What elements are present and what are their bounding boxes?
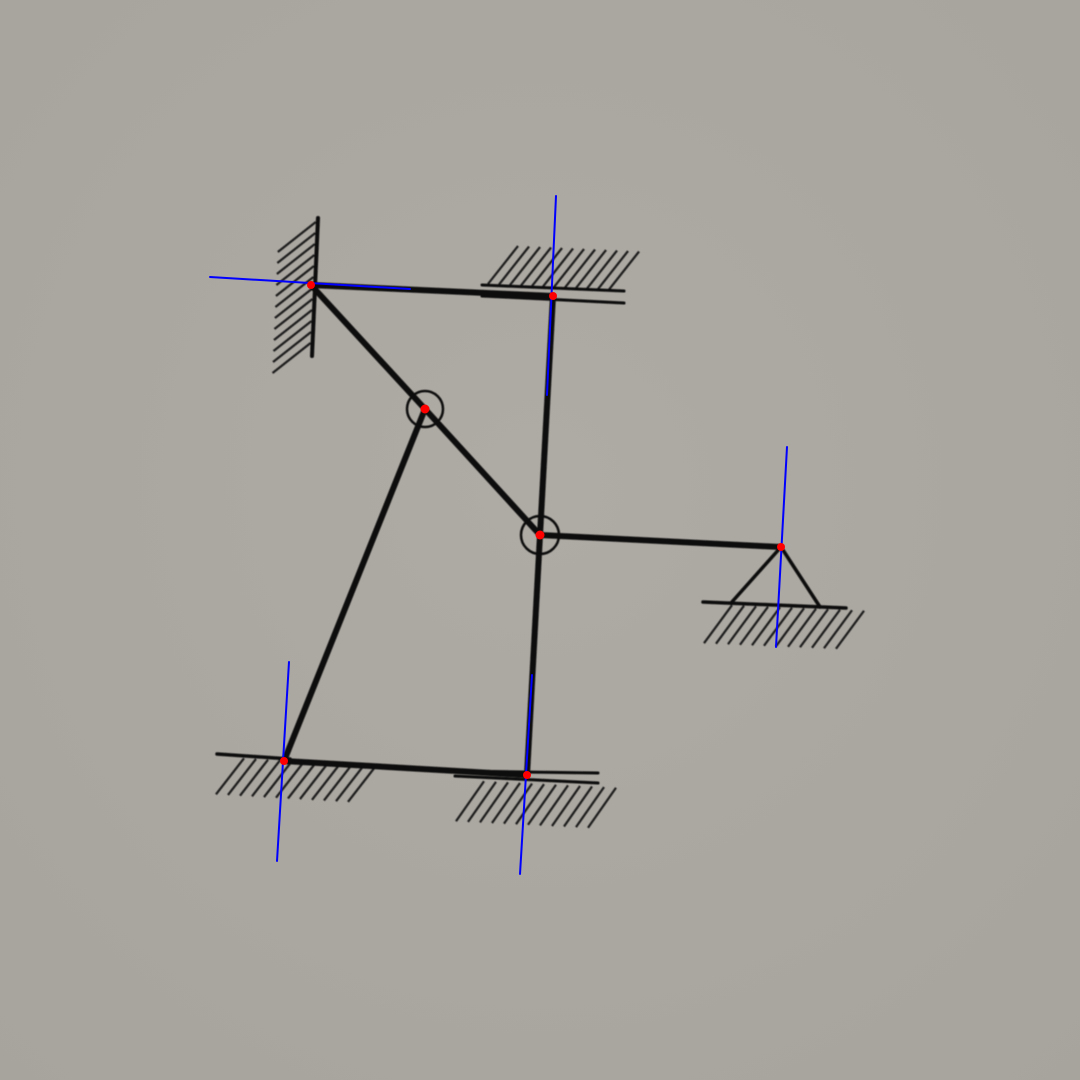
hatch-line [227,758,257,796]
hatch-line [727,605,757,645]
hatch-line [455,780,485,822]
hatch-line [539,784,569,826]
node-ceiling-top [549,292,557,300]
hinge-upper [405,389,445,429]
node-wall-top-left [307,281,315,289]
hatch-line [608,250,640,291]
hatch-line [787,608,817,648]
beam-bottom [281,758,530,778]
diagonal-lower [422,406,543,538]
hatch-line [273,298,314,330]
node-ground-bottom-center [523,771,531,779]
hatch-line [311,763,341,801]
hatch-line [520,246,552,287]
ceiling-top-edge [480,283,626,293]
hatch-line [503,782,533,825]
hatch-line [553,248,585,288]
beam-top [308,282,556,299]
hatch-ceiling-top [487,245,640,291]
hatch-line [323,763,353,802]
beam-right [537,532,784,550]
hatch-line [575,249,607,289]
hatch-line [215,757,245,795]
hatch-line [799,608,829,648]
node-hinge-upper [420,404,430,414]
pin-right-leg-left [729,545,783,605]
hatch-line [273,309,313,341]
node-ground-bottom-left [280,757,288,765]
hatch-line [586,249,618,290]
hatch-line [274,287,314,319]
hatch-line [335,764,365,802]
hatch-line [527,784,557,826]
column-upper [537,293,556,538]
hatch-line [479,781,509,824]
hatch-line [597,250,629,290]
hatch-line [275,254,316,286]
pin-right-leg-right [779,545,822,609]
hatch-line [347,765,377,803]
hatch-line [498,245,530,286]
hatch-line [467,781,497,823]
pin-right-base [701,600,848,610]
hatch-line [272,320,313,352]
hatch-line [299,762,329,800]
hatch-line [251,759,281,798]
hatch-line [287,761,317,800]
hatch-line [277,221,317,253]
hatch-line [531,247,563,287]
hatch-line [575,786,605,828]
hatch-line [703,604,733,644]
hatch-line [564,248,596,289]
hatch-wall-top-left [271,221,317,374]
hatch-line [263,760,293,798]
hatch-line [811,609,841,649]
node-hinge-center [535,530,545,540]
hatch-line [739,606,769,646]
hatch-line [276,232,317,264]
hatch-line [551,785,581,827]
hatch-line [715,605,745,645]
hatch-line [509,246,541,286]
hatch-line [491,782,521,824]
hatch-line [272,331,312,363]
diagonal-upper [308,282,428,412]
hatch-line [542,247,574,288]
hatch-ground-bottom-center [455,780,617,829]
hatch-line [487,245,519,285]
hatch-line [275,265,315,297]
hinge-center [519,514,561,556]
hatch-line [563,785,593,828]
hatch-line [271,342,312,374]
hatch-line [587,787,617,829]
hatch-line [835,610,865,650]
hatch-line [775,607,805,647]
node-pin-right [777,543,785,551]
hatch-line [751,606,781,646]
strut-left [281,406,428,764]
hatch-line [239,758,269,797]
hatch-line [515,783,545,825]
ground-bottom-left-edge [215,752,292,761]
hatch-line [276,243,316,275]
hatch-line [823,609,853,649]
